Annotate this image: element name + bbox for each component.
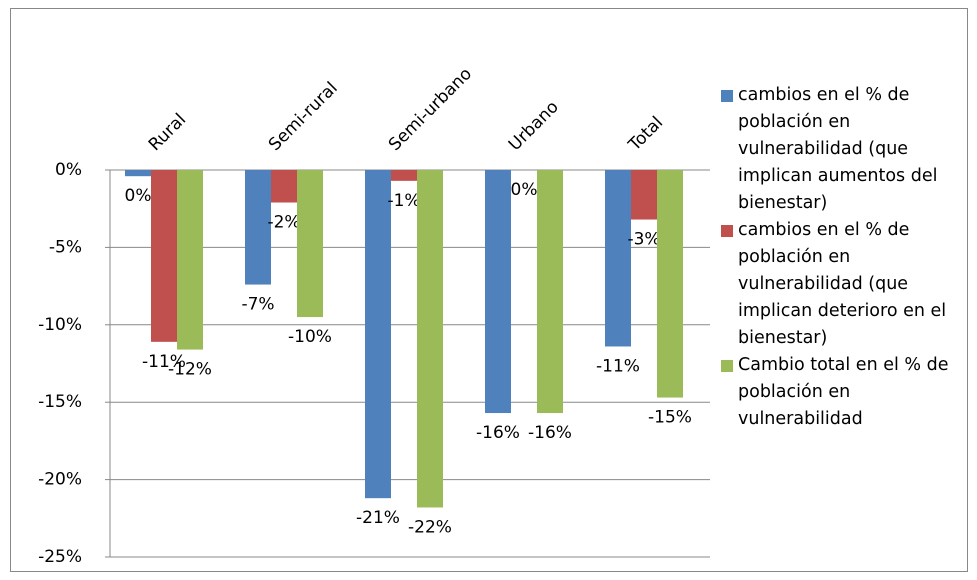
bar [391,170,417,181]
bar [125,170,151,177]
y-tick-label: -10% [38,315,82,335]
x-tick-label: Total [624,113,667,156]
legend: cambios en el % de población en vulnerab… [718,82,970,433]
legend-swatch [721,90,733,102]
y-tick-label: -25% [38,547,82,567]
data-label: 0% [125,186,152,206]
data-label: -10% [288,327,332,347]
data-label: -2% [267,213,300,233]
x-tick-label: Semi-urbano [385,64,476,155]
x-tick-label: Urbano [505,97,563,155]
data-label: -7% [241,295,274,315]
data-label: -16% [528,423,572,443]
x-tick-label: Semi-rural [265,78,342,155]
data-label: -15% [648,408,692,428]
y-tick-label: -20% [38,470,82,490]
legend-swatch [721,360,733,372]
bar [245,170,271,285]
bar [417,170,443,508]
legend-label: cambios en el % de población en vulnerab… [738,220,947,348]
bar [365,170,391,499]
data-label: -21% [356,508,400,528]
bar [485,170,511,414]
bar [271,170,297,203]
legend-label: cambios en el % de población en vulnerab… [738,85,938,213]
chart-border [10,8,968,572]
bar [151,170,177,342]
legend-entry: cambios en el % de población en vulnerab… [718,82,970,217]
y-tick-label: -5% [49,237,82,257]
x-tick-label: Rural [145,110,190,155]
bar [177,170,203,350]
data-label: -22% [408,517,452,537]
legend-swatch [721,225,733,237]
bar [537,170,563,414]
data-label: -11% [596,356,640,376]
y-tick-label: -15% [38,392,82,412]
data-label: -1% [387,191,420,211]
bar [297,170,323,318]
bar [657,170,683,398]
data-label: -3% [627,230,660,250]
legend-entry: Cambio total en el % de población en vul… [718,352,970,433]
bar [631,170,657,220]
data-label: 0% [511,180,538,200]
data-label: -16% [476,423,520,443]
y-tick-label: 0% [55,160,82,180]
bar [605,170,631,347]
legend-entry: cambios en el % de población en vulnerab… [718,217,970,352]
data-label: -11% [142,352,186,372]
data-label: -12% [168,360,212,380]
legend-label: Cambio total en el % de población en vul… [738,355,949,429]
